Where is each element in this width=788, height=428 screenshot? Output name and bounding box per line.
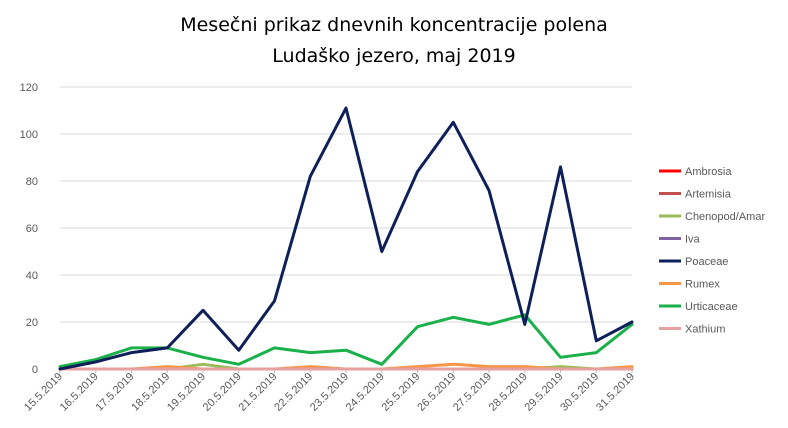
chart-title: Mesečni prikaz dnevnih koncentracije pol… — [180, 14, 608, 36]
legend-label: Iva — [685, 234, 701, 246]
series-line-poaceae — [58, 106, 634, 371]
y-tick-label: 80 — [26, 176, 38, 188]
y-tick-label: 40 — [26, 270, 38, 282]
axes: 02040608010012015.5.201916.5.201917.5.20… — [20, 82, 637, 414]
y-tick-label: 0 — [32, 364, 38, 376]
y-tick-label: 20 — [26, 317, 38, 329]
legend-label: Ambrosia — [685, 166, 732, 178]
legend-label: Xathium — [685, 324, 725, 336]
y-tick-label: 60 — [26, 223, 38, 235]
y-tick-label: 100 — [20, 129, 38, 141]
series-lines — [58, 106, 634, 371]
legend-label: Rumex — [685, 279, 720, 291]
legend-label: Poaceae — [685, 256, 728, 268]
gridlines — [60, 86, 632, 323]
y-tick-label: 120 — [20, 82, 38, 94]
legend-label: Artemisia — [685, 189, 732, 201]
legend-label: Urticaceae — [685, 301, 738, 313]
x-tick-label: 31.5.2019 — [594, 371, 637, 414]
chart-subtitle: Ludaško jezero, maj 2019 — [272, 45, 515, 67]
legend-label: Chenopod/Amar — [685, 211, 765, 223]
series-line-urticaceae — [58, 313, 634, 369]
legend: Ambrosia Artemisia Chenopod/Amar Iva Poaceae… — [659, 166, 765, 336]
